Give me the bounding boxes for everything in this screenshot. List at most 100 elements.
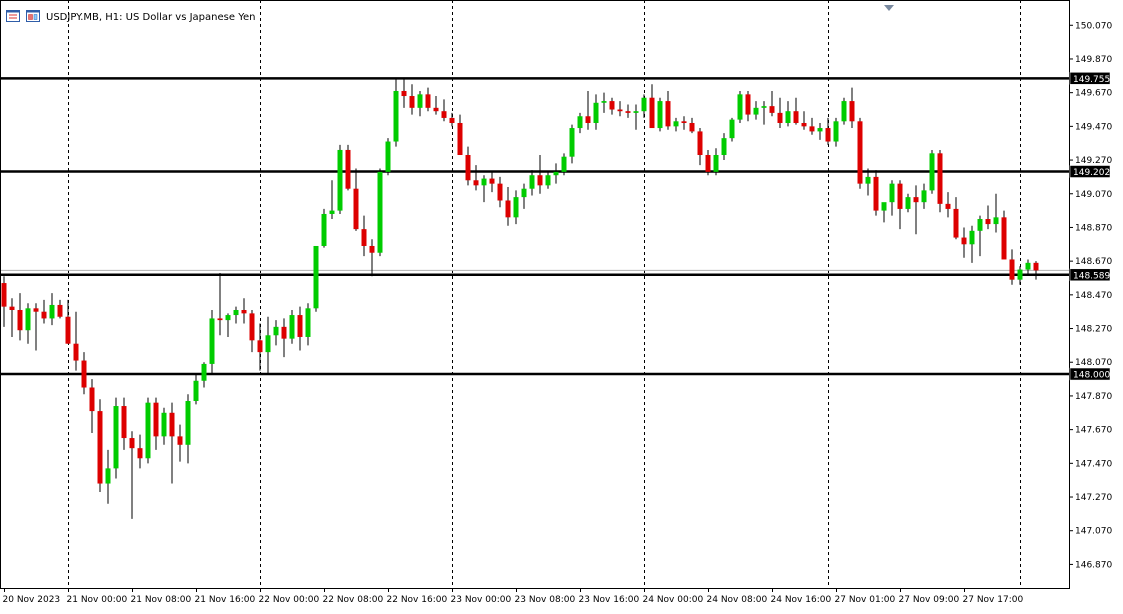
chart-list-icon[interactable] <box>6 10 20 22</box>
candle-body-bull <box>1025 262 1031 270</box>
candle <box>577 112 583 134</box>
candle <box>697 128 703 166</box>
candle-body-bear <box>65 316 71 344</box>
candle <box>89 379 95 433</box>
candle <box>289 310 295 344</box>
candle-body-bull <box>753 107 759 115</box>
y-tick-label: 146.870 <box>1075 560 1112 570</box>
time-axis[interactable]: 20 Nov 2023 21 Nov 00:00 21 Nov 08:00 21 No… <box>3 588 1024 605</box>
candle-body-bull <box>969 230 975 245</box>
candle <box>1017 266 1023 285</box>
candle <box>849 87 855 129</box>
candle <box>377 168 383 257</box>
candle-body-bull <box>49 304 55 319</box>
x-tick-label: 22 Nov 00:00 <box>259 595 320 605</box>
candle-body-bear <box>257 340 263 353</box>
x-tick-label: 23 Nov 16:00 <box>579 595 640 605</box>
candle <box>433 96 439 115</box>
candle <box>201 362 207 388</box>
horizontal-levels[interactable] <box>0 77 1069 376</box>
candle-body-bear <box>897 183 903 209</box>
x-tick-label: 23 Nov 00:00 <box>451 595 512 605</box>
candle-body-bull <box>233 310 239 316</box>
candle <box>793 97 799 125</box>
candle-body-bull <box>737 94 743 120</box>
candle <box>625 104 631 118</box>
candle <box>913 185 919 235</box>
candle <box>1001 210 1007 260</box>
chart-header: USDJPY.MB, H1: US Dollar vs Japanese Yen <box>6 10 255 23</box>
candle <box>585 90 591 130</box>
candle-body-bull <box>513 197 519 218</box>
chart-window-icon[interactable] <box>26 10 40 22</box>
candle-body-bear <box>985 219 991 225</box>
level-price-label-box <box>1069 367 1111 381</box>
candle-body-bull <box>161 412 167 437</box>
candle-body-bull <box>529 175 535 189</box>
candle-body-bull <box>641 97 647 112</box>
candle <box>305 303 311 346</box>
candle <box>561 153 567 176</box>
x-tick-label: 24 Nov 16:00 <box>771 595 832 605</box>
y-tick-label: 149.670 <box>1075 89 1112 99</box>
candle <box>865 168 871 196</box>
y-tick-label: 149.470 <box>1075 122 1112 132</box>
candle-body-bear <box>169 412 175 437</box>
candle-body-bear <box>153 402 159 437</box>
candle <box>713 148 719 176</box>
candle <box>65 299 71 344</box>
candle-body-bull <box>321 213 327 246</box>
candle <box>689 117 695 134</box>
price-axis[interactable]: 150.070 149.870 149.670 149.470 149.270 149.0… <box>1069 21 1112 570</box>
candle-body-bear <box>241 310 247 314</box>
candle <box>313 245 319 312</box>
candle-body-bear <box>33 308 39 312</box>
candle <box>729 117 735 142</box>
candle-body-bear <box>1001 217 1007 260</box>
candle-body-bear <box>505 200 511 218</box>
candle <box>1033 261 1039 280</box>
candle-body-bull <box>329 210 335 214</box>
candle <box>545 171 551 189</box>
candle-body-bull <box>569 128 575 157</box>
candle <box>833 117 839 147</box>
candle-body-bear <box>745 94 751 115</box>
candle-body-bear <box>457 122 463 156</box>
chart-shift-marker-icon[interactable] <box>884 5 894 11</box>
candle <box>1 276 7 327</box>
candle-body-bull <box>721 138 727 156</box>
candle <box>425 87 431 112</box>
candle-body-bear <box>441 111 447 118</box>
candle <box>217 272 223 336</box>
candle-body-bear <box>353 188 359 230</box>
x-tick-label: 23 Nov 08:00 <box>515 595 576 605</box>
candle <box>345 144 351 191</box>
candle-body-bull <box>201 363 207 381</box>
candle <box>73 311 79 371</box>
y-tick-label: 149.870 <box>1075 55 1112 65</box>
candle-body-bull <box>673 121 679 127</box>
level-price-labels: 149.755 149.202 148.589 148.000 <box>1069 72 1111 381</box>
candle <box>745 90 751 122</box>
y-tick-label: 150.070 <box>1075 21 1112 31</box>
candle <box>265 316 271 375</box>
candle-body-bear <box>129 438 135 449</box>
candle <box>297 306 303 351</box>
candle-body-bear <box>1033 262 1039 271</box>
candle <box>825 117 831 145</box>
candle <box>153 397 159 450</box>
candle-body-bull <box>929 153 935 191</box>
candle <box>985 205 991 230</box>
candle <box>49 293 55 326</box>
candle <box>873 170 879 216</box>
candle <box>809 117 815 135</box>
candle-body-bear <box>433 107 439 112</box>
candle-body-bull <box>545 175 551 186</box>
candle <box>673 117 679 132</box>
candle <box>465 146 471 186</box>
candle <box>369 239 375 277</box>
candle-body-bull <box>521 188 527 198</box>
candle-body-bear <box>369 245 375 253</box>
